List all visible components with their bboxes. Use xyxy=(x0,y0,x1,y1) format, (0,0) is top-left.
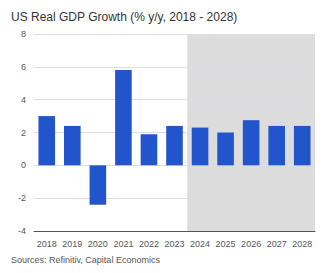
svg-text:2028: 2028 xyxy=(292,239,312,249)
svg-text:2019: 2019 xyxy=(62,239,82,249)
svg-text:2: 2 xyxy=(21,128,26,138)
svg-text:6: 6 xyxy=(21,62,26,72)
svg-text:2020: 2020 xyxy=(88,239,108,249)
svg-text:-4: -4 xyxy=(18,226,26,236)
svg-text:2026: 2026 xyxy=(241,239,261,249)
svg-text:2022: 2022 xyxy=(139,239,159,249)
svg-text:2024: 2024 xyxy=(190,239,210,249)
svg-text:8: 8 xyxy=(21,29,26,39)
svg-text:0: 0 xyxy=(21,160,26,170)
svg-text:4: 4 xyxy=(21,95,26,105)
svg-text:2021: 2021 xyxy=(113,239,133,249)
svg-text:2025: 2025 xyxy=(216,239,236,249)
svg-text:US Real GDP Growth (% y/y, 201: US Real GDP Growth (% y/y, 2018 - 2028) xyxy=(11,10,237,24)
svg-text:2023: 2023 xyxy=(164,239,184,249)
svg-text:2027: 2027 xyxy=(267,239,287,249)
svg-text:Sources: Refinitiv, Capital Ec: Sources: Refinitiv, Capital Economics xyxy=(11,255,160,265)
svg-text:-2: -2 xyxy=(18,193,26,203)
svg-text:2018: 2018 xyxy=(37,239,57,249)
